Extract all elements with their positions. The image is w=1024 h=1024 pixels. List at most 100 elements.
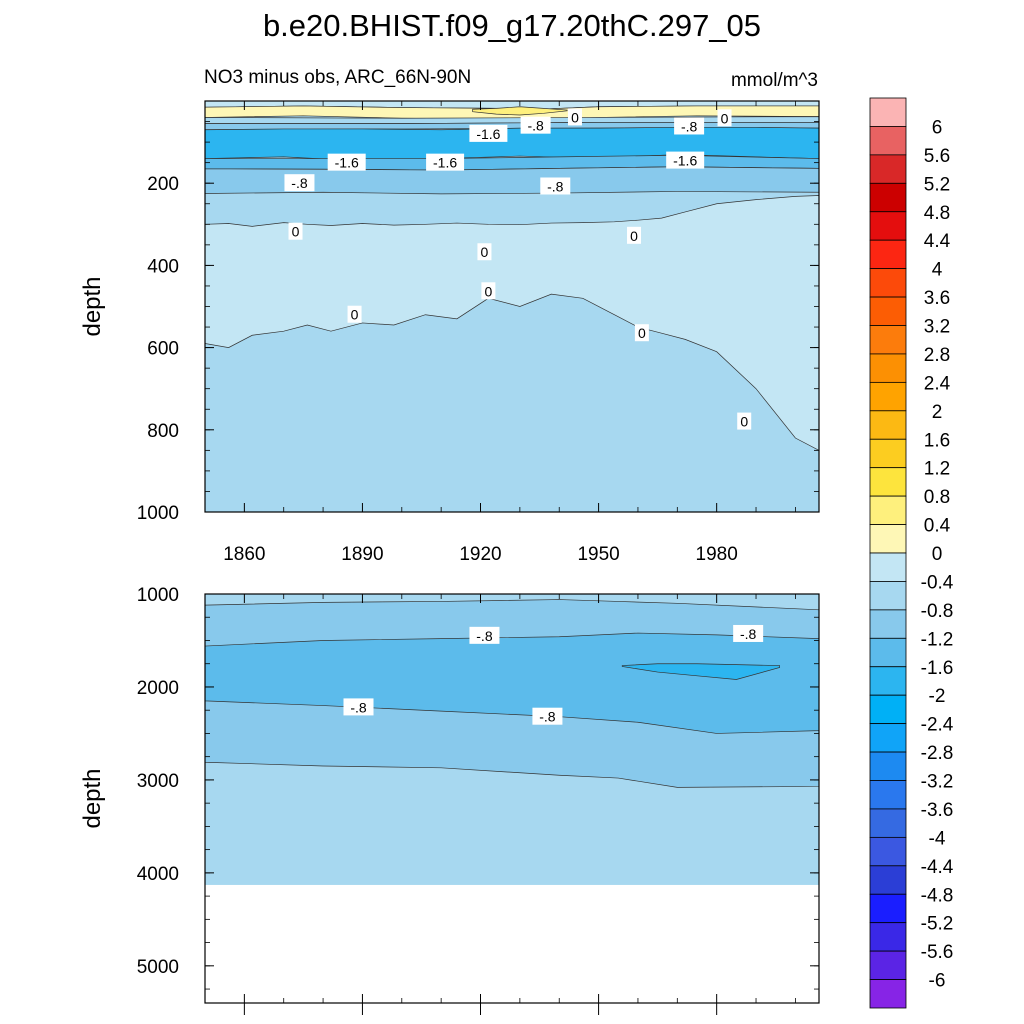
colorbar-swatch [869, 438, 907, 469]
colorbar-swatch [869, 780, 907, 810]
colorbar-level-label: -2 [929, 686, 946, 707]
y-tick-label: 1000 [137, 503, 179, 524]
contour-label: -.8 [540, 177, 571, 195]
colorbar-swatch [869, 552, 907, 582]
colorbar-swatch [869, 154, 907, 184]
colorbar-level-label: 0.8 [924, 487, 950, 508]
colorbar-swatch [869, 353, 907, 383]
svg-text:-1.6: -1.6 [335, 155, 359, 171]
colorbar-swatch [869, 922, 907, 952]
contour-label: -1.6 [469, 124, 508, 142]
colorbar-swatch [869, 296, 907, 326]
y-tick-label: 400 [147, 256, 179, 277]
colorbar-level-label: 2.8 [924, 345, 950, 366]
contour-region [472, 106, 568, 116]
contour-region [205, 126, 819, 162]
colorbar-level-label: -1.6 [921, 658, 954, 679]
colorbar-level-label: -6 [929, 971, 946, 992]
colorbar-swatch [869, 723, 907, 753]
colorbar-swatch [869, 495, 907, 525]
contour-label: 0 [634, 324, 649, 342]
svg-text:0: 0 [638, 325, 646, 341]
y-tick-label: 600 [147, 339, 179, 360]
colorbar-level-label: -0.4 [921, 572, 954, 593]
contour-label: -.8 [733, 624, 764, 642]
y-tick-label: 5000 [137, 957, 179, 978]
colorbar-level-label: 0 [932, 544, 943, 565]
x-tick-label: 1980 [696, 544, 738, 565]
colorbar-swatch [869, 694, 907, 725]
contour-label: -.8 [469, 626, 500, 644]
y-axis-label: depth [79, 276, 106, 336]
colorbar-level-label: -4.8 [921, 885, 954, 906]
colorbar-swatch [869, 581, 907, 611]
colorbar-level-label: -1.2 [921, 629, 954, 650]
colorbar-swatch [869, 524, 907, 554]
x-tick-label: 1860 [223, 544, 265, 565]
y-tick-label: 200 [147, 174, 179, 195]
colorbar-swatch [869, 950, 907, 980]
contour-label: 0 [481, 282, 496, 300]
colorbar-swatch [869, 325, 907, 355]
svg-text:-.8: -.8 [476, 628, 493, 644]
contour-label: -1.6 [426, 153, 465, 171]
colorbar-swatch [869, 410, 907, 440]
colorbar-swatch [869, 126, 907, 156]
contour-label: 0 [737, 412, 752, 430]
upper-depth-panel: 0 0 -.8 -.8 -1.6 -1.6 -1.6 -1.6 -.8 -.8 0 0 0 0 0 0 0 200… [79, 100, 820, 565]
contour-region [205, 195, 819, 451]
plot-frame [204, 593, 820, 1004]
colorbar-level-label: -0.8 [921, 601, 954, 622]
colorbar-level-label: 5.6 [924, 146, 950, 167]
contour-region [621, 663, 780, 680]
colorbar-swatch [869, 979, 907, 1009]
svg-text:-.8: -.8 [681, 118, 698, 134]
contour-label: -.8 [284, 174, 315, 192]
svg-text:0: 0 [740, 414, 748, 430]
y-tick-label: 4000 [137, 864, 179, 885]
x-tick-label: 1950 [577, 544, 619, 565]
contour-label: -1.6 [327, 153, 366, 171]
colorbar-swatch [869, 666, 907, 696]
colorbar-level-label: 0.4 [924, 516, 951, 537]
colorbar-swatch [869, 182, 907, 213]
colorbar-level-label: -2.4 [921, 715, 954, 736]
x-tick-label: 1890 [341, 544, 383, 565]
contour-label: -.8 [520, 116, 551, 134]
colorbar-swatch [869, 808, 907, 838]
svg-text:0: 0 [292, 224, 300, 240]
colorbar-level-label: 1.6 [924, 430, 950, 451]
colorbar-swatch [869, 836, 907, 867]
colorbar-level-label: 3.2 [924, 317, 950, 338]
colorbar-level-label: 4.8 [924, 203, 950, 224]
colorbar-level-label: -5.6 [921, 942, 954, 963]
contour-fill-layer: 0 0 -.8 -.8 -1.6 -1.6 -1.6 -1.6 -.8 -.8 0 0 0 0 0 0 0 [205, 101, 819, 512]
svg-text:0: 0 [481, 244, 489, 260]
colorbar-swatch [869, 268, 907, 298]
svg-text:-.8: -.8 [539, 709, 556, 725]
contour-label: -1.6 [666, 151, 705, 169]
svg-text:0: 0 [630, 228, 638, 244]
colorbar-level-label: -3.6 [921, 800, 954, 821]
svg-text:-1.6: -1.6 [476, 126, 500, 142]
contour-label: 0 [347, 305, 362, 323]
colorbar-legend: 6 5.6 5.2 4.8 4.4 4 3.6 3.2 2.8 2.4 2 1.6 1.2 0.8 0.4 0… [869, 97, 954, 1009]
colorbar-swatch [869, 239, 907, 270]
colorbar-swatch [869, 467, 907, 497]
colorbar-swatch [869, 97, 907, 127]
contour-label: -.8 [674, 117, 705, 135]
svg-text:-1.6: -1.6 [673, 153, 697, 169]
contour-label: 0 [288, 222, 303, 240]
colorbar-level-label: 4 [932, 260, 943, 281]
colorbar-level-label: 4.4 [924, 231, 951, 252]
colorbar-level-label: 5.2 [924, 174, 950, 195]
y-axis-label: depth [79, 768, 106, 828]
contour-label: -.8 [532, 707, 563, 725]
colorbar-level-label: -4.4 [921, 857, 954, 878]
colorbar-swatch [869, 893, 907, 924]
svg-text:-.8: -.8 [547, 178, 564, 194]
colorbar-level-label: 3.6 [924, 288, 950, 309]
contour-label: 0 [627, 226, 642, 244]
colorbar-swatch [869, 381, 907, 412]
